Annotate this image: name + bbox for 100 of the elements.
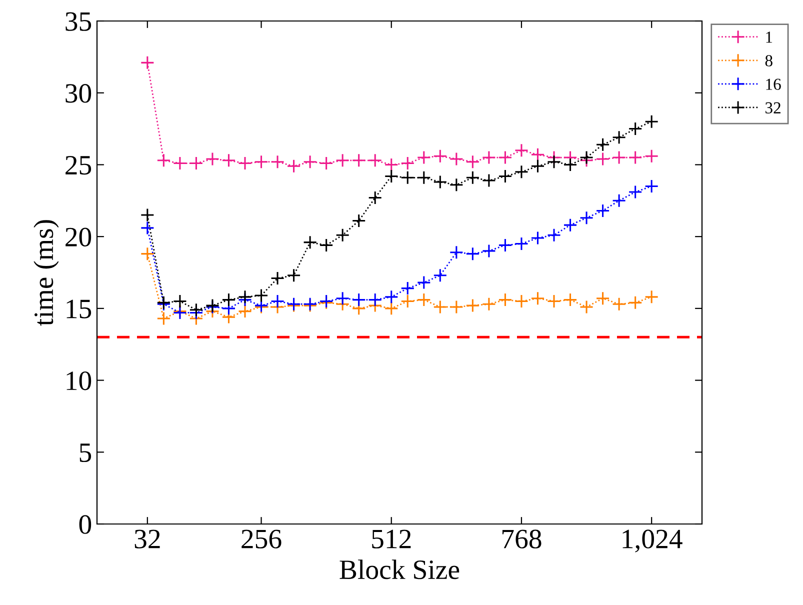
point [482, 150, 496, 165]
point [466, 154, 480, 169]
point [449, 152, 464, 166]
legend-label: 1 [766, 32, 772, 43]
point [189, 156, 204, 170]
point [270, 294, 285, 308]
point [580, 300, 594, 314]
point [596, 152, 610, 166]
y-tick-label: 30 [66, 84, 92, 103]
point [596, 204, 610, 218]
point [416, 276, 431, 290]
point [644, 179, 659, 194]
point [449, 300, 464, 314]
point [189, 302, 204, 317]
legend-label: 8 [765, 55, 772, 66]
point [352, 214, 366, 228]
point [530, 148, 545, 162]
point [238, 290, 252, 304]
y-tick-label: 10 [66, 371, 92, 390]
point [286, 159, 301, 174]
point [433, 149, 448, 164]
point [466, 298, 480, 313]
point [156, 311, 171, 326]
legend-label: 32 [766, 102, 780, 114]
point [612, 130, 626, 144]
point [498, 150, 512, 165]
point [612, 297, 626, 312]
point [563, 292, 578, 307]
point [596, 138, 610, 152]
point [319, 156, 334, 170]
point [449, 178, 464, 192]
point [514, 294, 528, 308]
point [336, 153, 350, 168]
point [628, 296, 642, 310]
point [580, 150, 594, 165]
point [498, 292, 512, 307]
point [222, 153, 236, 168]
point [514, 236, 528, 251]
point [172, 156, 187, 170]
point [254, 154, 268, 169]
point [546, 154, 562, 169]
x-axis-title: Block Size [340, 560, 460, 580]
point [514, 143, 528, 158]
point [336, 228, 350, 242]
point [368, 190, 382, 205]
point [563, 158, 578, 172]
y-tick-label: 35 [66, 12, 92, 31]
point [546, 294, 562, 308]
y-tick-label: 5 [80, 444, 92, 462]
point [303, 235, 318, 250]
point [628, 122, 642, 136]
point [530, 291, 545, 306]
point [498, 169, 512, 184]
point [400, 170, 415, 185]
point [270, 154, 285, 169]
point [433, 268, 448, 282]
y-tick-label: 0 [79, 515, 92, 534]
point [238, 156, 252, 170]
point [580, 210, 594, 225]
point [368, 153, 382, 168]
legend-label: 16 [766, 78, 781, 90]
point [352, 153, 366, 168]
y-axis-title: time (ms) [34, 220, 59, 326]
point [303, 154, 318, 169]
point [270, 271, 285, 286]
point [319, 238, 334, 252]
point [482, 244, 496, 258]
point [172, 294, 187, 308]
point [384, 290, 398, 304]
point [140, 208, 154, 222]
point [416, 170, 431, 185]
point [628, 185, 642, 200]
point [628, 150, 642, 165]
point [384, 158, 398, 172]
point [433, 300, 448, 314]
x-tick-label: 256 [242, 530, 282, 548]
point [466, 246, 480, 261]
x-tick-label: 768 [502, 530, 542, 548]
point [368, 292, 382, 307]
point [596, 291, 610, 306]
point [140, 56, 154, 70]
y-tick-label: 25 [66, 156, 92, 175]
point [400, 294, 415, 308]
point [612, 194, 626, 208]
point [384, 301, 398, 316]
point [433, 174, 448, 189]
point [352, 292, 366, 307]
point [466, 170, 480, 185]
point [286, 268, 301, 282]
point [498, 238, 512, 252]
point [612, 150, 626, 165]
point [546, 228, 562, 242]
point [336, 291, 350, 306]
point [530, 230, 545, 246]
y-tick-label: 20 [66, 228, 92, 246]
point [156, 153, 171, 168]
point [449, 245, 464, 260]
point [205, 152, 220, 166]
point [140, 246, 154, 261]
point [482, 297, 496, 312]
